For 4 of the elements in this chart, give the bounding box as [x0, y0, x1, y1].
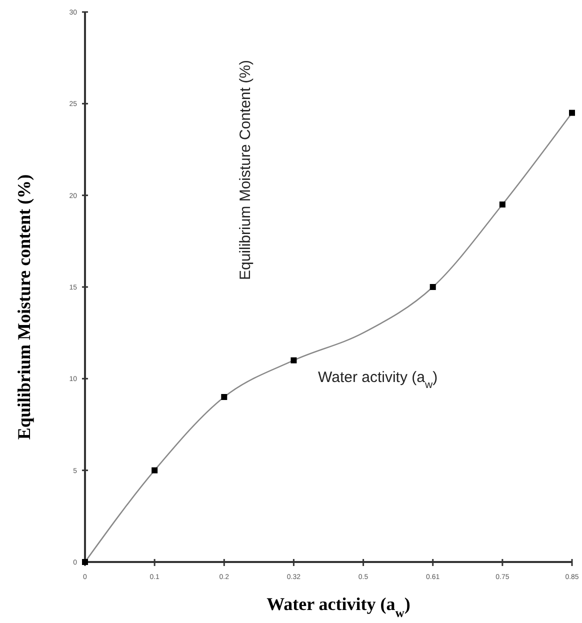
- y-axis-title: Equilibrium Moisture content (%): [14, 174, 34, 440]
- annotation: Water activity (a$_{w}$): [318, 369, 438, 391]
- x-axis-title: Water activity (a$_{w}$): [266, 594, 410, 620]
- annotation: Equilibrium Moisture Content (%): [237, 60, 254, 280]
